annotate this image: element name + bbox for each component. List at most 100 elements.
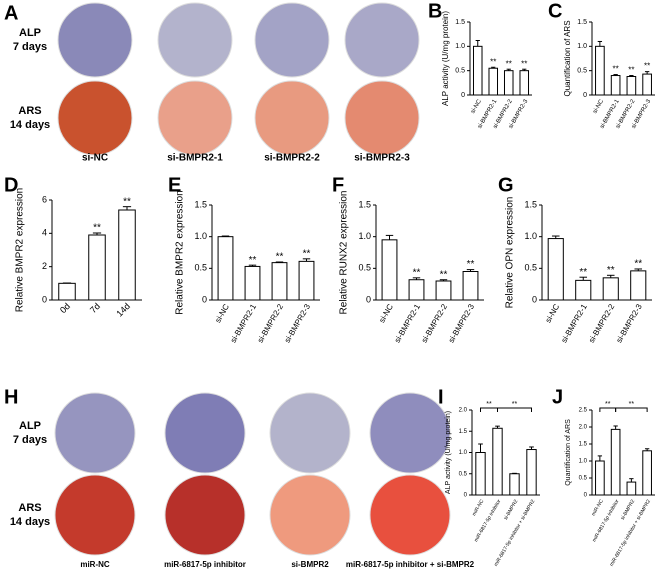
y-tick-label: 6 [42,194,47,204]
y-axis-label: ALP activity (U/mg protein) [445,411,452,494]
bar [473,46,482,95]
row-label: ARS [18,502,41,514]
significance: ** [506,59,512,68]
y-axis-label: Relative OPN expression [505,197,516,309]
y-tick-label: 1.5 [459,429,468,435]
well [270,475,350,555]
y-tick-label: 0.5 [577,68,587,75]
bracket-label: ** [605,401,611,408]
x-tick-label: si-BMPR2-1 [229,302,259,344]
x-tick-label: si-NC [592,98,605,115]
bar [631,271,646,300]
bar [218,237,233,300]
bar [527,450,536,495]
y-tick-label: 1.0 [455,43,465,50]
y-axis-label: ALP activity (U/mg protein) [441,11,450,106]
x-tick-label: si-BMPR2 [620,498,637,521]
y-tick-label: 0 [202,294,207,304]
bar [510,474,519,495]
x-tick-label: si-BMPR2-3 [447,302,477,344]
x-tick-label: si-BMPR2 [503,498,520,521]
bar [382,240,397,300]
bar [611,76,620,95]
y-tick-label: 1.0 [579,459,588,465]
bar [489,68,498,95]
significance: ** [413,267,421,278]
row-label: ALP [19,420,41,432]
significance: ** [613,65,619,74]
y-tick-label: 2 [42,261,47,271]
y-tick-label: 1.0 [358,231,371,241]
bracket [616,408,648,412]
y-tick-label: 0 [532,294,537,304]
y-tick-label: 1.0 [577,43,587,50]
well [345,3,419,77]
panel-letter: G [498,174,514,196]
column-label: si-BMPR2-2 [264,153,320,164]
well [370,475,450,555]
x-tick-label: 7d [88,301,102,315]
significance: ** [467,259,475,270]
x-tick-label: si-BMPR2-2 [420,302,450,344]
panel-letter: H [4,386,18,408]
bar [627,77,636,95]
bar [596,461,605,495]
row-label: 14 days [10,119,50,131]
significance: ** [303,248,311,259]
x-tick-label: si-BMPR2-1 [393,302,423,344]
panel-letter: A [4,2,18,24]
x-tick-label: si-BMPR2-3 [283,302,313,344]
well [270,393,350,473]
panel-letter: I [438,386,444,408]
well [255,3,329,77]
column-label: miR-6817-5p inhibitor + si-BMPR2 [346,560,475,569]
significance: ** [123,196,131,207]
row-label: 14 days [10,516,50,528]
bar [504,71,513,95]
x-tick-label: si-NC [377,302,395,324]
bracket-label: ** [629,401,635,408]
y-tick-label: 2.0 [459,408,468,414]
x-tick-label: miR-NC [591,498,605,517]
y-tick-label: 0.5 [455,68,465,75]
well [158,81,232,155]
significance: ** [440,269,448,280]
x-tick-label: si-NC [470,98,483,115]
well [165,393,245,473]
bar [627,482,636,495]
bracket-label: ** [486,401,492,408]
y-tick-label: 0.5 [358,263,371,273]
bar [611,429,620,495]
y-tick-label: 0.5 [579,476,588,482]
x-tick-label: si-BMPR2-2 [587,302,617,344]
y-tick-label: 1.5 [455,19,465,26]
y-axis-label: Relative BMPR2 expression [175,190,186,315]
significance: ** [634,259,642,270]
row-label: 7 days [13,41,47,53]
row-label: 7 days [13,434,47,446]
column-label: si-BMPR2-1 [167,153,223,164]
x-tick-label: miR-NC [471,498,485,517]
bracket [481,408,498,412]
y-tick-label: 0 [584,493,588,499]
y-axis-label: Quantification of ARS [563,20,572,96]
column-label: si-NC [82,153,108,164]
x-tick-label: 14d [114,301,132,319]
y-tick-label: 1.5 [194,199,207,209]
y-tick-label: 0 [42,294,47,304]
x-tick-label: 0d [58,301,72,315]
x-tick-label: si-BMPR2-1 [559,302,589,344]
significance: ** [249,255,257,266]
well [255,81,329,155]
bar [520,71,529,95]
y-tick-label: 1.5 [524,199,537,209]
bar [119,210,136,300]
bar [245,266,260,300]
bar [89,235,106,300]
bar [643,451,652,495]
bar [272,263,287,300]
significance: ** [607,265,615,276]
well [165,475,245,555]
y-tick-label: 0 [461,92,465,99]
